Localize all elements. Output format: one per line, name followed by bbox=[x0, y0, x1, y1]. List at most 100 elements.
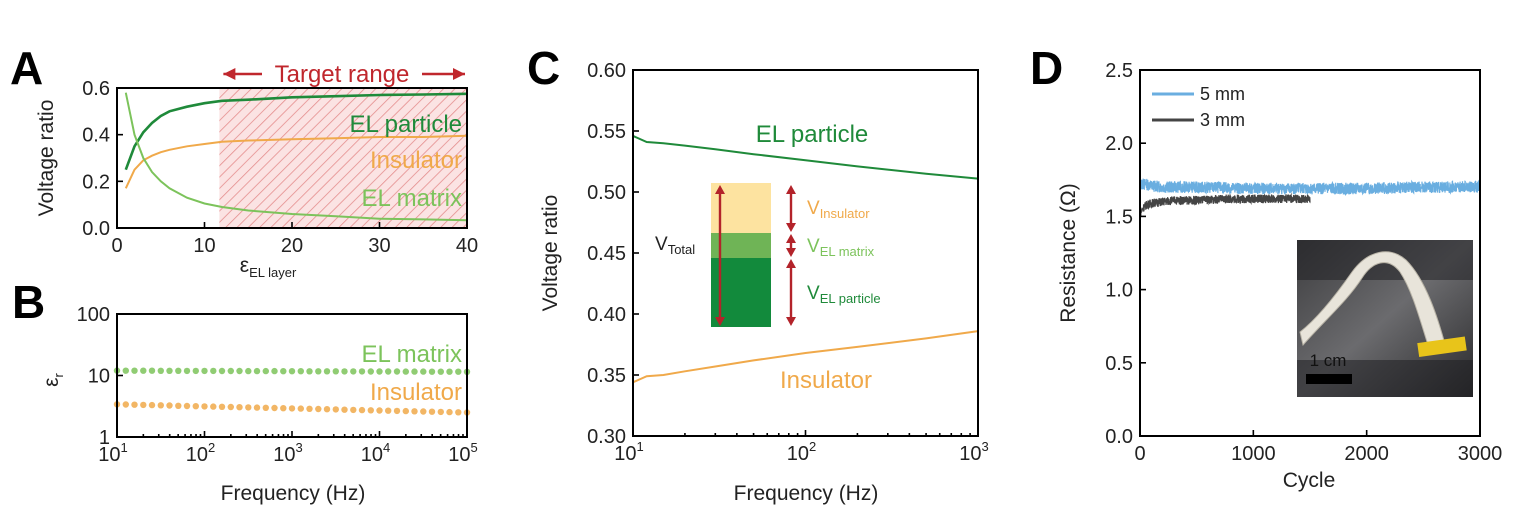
legend: 5 mm 3 mm bbox=[1152, 84, 1245, 130]
a-xtick-label: 0 bbox=[111, 235, 122, 257]
b-xtick-label: 101 bbox=[98, 440, 127, 466]
b-data-point bbox=[446, 408, 453, 416]
b-data-point bbox=[358, 406, 366, 414]
a-series-line bbox=[124, 92, 468, 222]
b-data-point bbox=[323, 368, 331, 375]
b-data-point bbox=[332, 406, 339, 413]
panel-b-frame bbox=[116, 313, 468, 438]
b-ytick-label: 10 bbox=[88, 366, 110, 388]
b-data-point bbox=[323, 406, 331, 413]
b-data-point bbox=[385, 368, 392, 375]
b-data-point bbox=[385, 407, 392, 414]
panel-b-xlabel: Frequency (Hz) bbox=[221, 482, 366, 505]
b-data-point bbox=[236, 367, 243, 375]
b-data-point bbox=[437, 408, 444, 416]
b-data-point bbox=[280, 368, 287, 375]
c-series-label-insulator: Insulator bbox=[780, 367, 872, 394]
c-xtick-base: 10 bbox=[614, 443, 636, 465]
b-xtick-exp: 1 bbox=[121, 440, 128, 455]
b-xtick-label: 103 bbox=[273, 440, 302, 466]
d-ytick-label: 1.5 bbox=[1105, 206, 1133, 228]
b-data-point bbox=[411, 408, 418, 415]
b-data-point bbox=[297, 368, 304, 375]
b-xtick-base: 10 bbox=[448, 444, 470, 466]
panel-d-ylabel: Resistance (Ω) bbox=[1057, 183, 1080, 322]
a-xtick-label: 10 bbox=[193, 235, 215, 257]
a-ytick-label: 0.2 bbox=[82, 171, 110, 193]
c-ytick-label: 0.55 bbox=[587, 121, 626, 143]
d-ytick-label: 0.5 bbox=[1105, 353, 1133, 375]
b-data-point bbox=[262, 404, 269, 411]
b-xtick-exp: 4 bbox=[383, 440, 390, 455]
a-series-label-el-particle: EL particle bbox=[350, 111, 463, 138]
panel-d-frame bbox=[1139, 69, 1481, 437]
v-particle-arrow-head-down bbox=[786, 317, 796, 326]
panel-a-xlabel: εEL layer bbox=[240, 254, 297, 280]
b-data-point bbox=[455, 409, 462, 416]
c-xtick-base: 10 bbox=[787, 443, 809, 465]
v-insulator-label: VInsulator bbox=[807, 198, 870, 221]
v-matrix-arrow-head-down bbox=[786, 248, 796, 257]
panel-b-letter: B bbox=[12, 276, 45, 328]
b-data-point bbox=[218, 403, 226, 410]
b-data-point bbox=[166, 402, 173, 409]
b-data-point bbox=[350, 368, 357, 375]
b-xtick-base: 10 bbox=[98, 444, 120, 466]
panel-d: D 0 1000 2000 3000 0.0 0.5 1.0 1.5 2.0 2.5 Resist… bbox=[1030, 42, 1502, 492]
b-data-point bbox=[210, 403, 217, 410]
b-data-point bbox=[148, 401, 156, 409]
b-data-point bbox=[245, 367, 252, 375]
v-particle-arrow-head-up bbox=[786, 259, 796, 268]
b-xtick-label: 104 bbox=[361, 440, 390, 466]
b-data-point bbox=[315, 368, 322, 375]
b-data-point bbox=[437, 368, 444, 375]
b-data-point bbox=[288, 405, 296, 412]
b-data-point bbox=[201, 367, 208, 375]
b-data-point bbox=[122, 367, 129, 374]
b-data-point bbox=[253, 367, 261, 375]
panel-b-ylabel: εr bbox=[40, 372, 66, 386]
v-matrix-arrow-head-up bbox=[786, 234, 796, 243]
b-data-point bbox=[367, 407, 374, 414]
b-xtick-label: 102 bbox=[186, 440, 215, 466]
b-data-point bbox=[131, 367, 138, 374]
b-data-point bbox=[358, 368, 366, 375]
b-data-point bbox=[227, 367, 234, 375]
b-data-point bbox=[148, 367, 156, 374]
b-data-point bbox=[131, 401, 138, 408]
b-data-point bbox=[376, 368, 383, 375]
a-ytick-label: 0.0 bbox=[82, 218, 110, 240]
b-xtick-exp: 2 bbox=[208, 440, 215, 455]
b-data-point bbox=[157, 367, 164, 374]
c-xtick-label: 103 bbox=[959, 439, 988, 465]
v-el-matrix-label: VEL matrix bbox=[807, 236, 875, 259]
panel-c-ylabel: Voltage ratio bbox=[539, 195, 562, 312]
d-xtick-label: 3000 bbox=[1458, 443, 1503, 465]
panel-c-xlabel: Frequency (Hz) bbox=[734, 482, 879, 505]
b-data-point bbox=[166, 367, 173, 374]
d-series-trace bbox=[1139, 178, 1481, 197]
b-data-point bbox=[183, 402, 191, 410]
legend-label-3mm: 3 mm bbox=[1200, 110, 1245, 130]
target-arrow-left-head bbox=[223, 68, 236, 80]
a-ytick-label: 0.4 bbox=[82, 125, 110, 147]
b-xtick-exp: 5 bbox=[471, 440, 478, 455]
target-range-arrows bbox=[223, 68, 465, 80]
b-data-point bbox=[428, 368, 436, 375]
voltage-arrows bbox=[715, 185, 796, 326]
b-data-point bbox=[393, 407, 401, 415]
b-data-point bbox=[446, 368, 453, 375]
b-data-point bbox=[175, 402, 182, 409]
v-el-particle-label: VEL particle bbox=[807, 283, 881, 306]
b-data-point bbox=[455, 368, 462, 375]
a-series-line bbox=[124, 134, 468, 189]
c-series-line bbox=[632, 134, 979, 180]
b-data-point bbox=[402, 407, 409, 415]
c-xtick-label: 101 bbox=[614, 439, 643, 465]
b-data-point bbox=[140, 401, 147, 409]
v-total-arrow-head-down bbox=[715, 317, 725, 326]
b-data-point bbox=[280, 405, 287, 412]
d-ytick-label: 0.0 bbox=[1105, 426, 1133, 448]
b-data-point bbox=[157, 402, 164, 409]
panel-c-letter: C bbox=[527, 42, 560, 94]
